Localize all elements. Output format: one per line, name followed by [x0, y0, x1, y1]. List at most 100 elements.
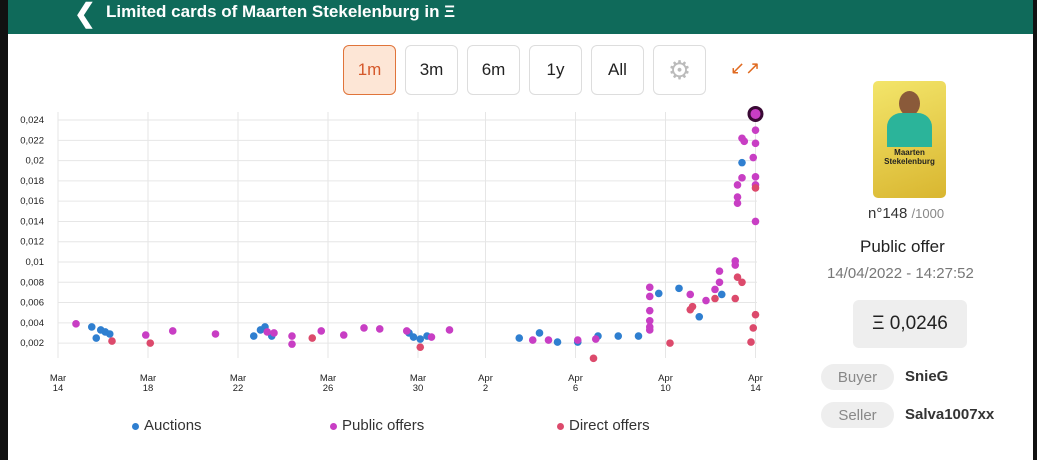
data-point-public[interactable] — [591, 335, 600, 343]
legend-direct-offers[interactable]: Direct offers — [557, 417, 650, 434]
data-point-public[interactable] — [738, 174, 746, 182]
data-point-public[interactable] — [645, 326, 654, 334]
data-point-public[interactable] — [263, 328, 272, 336]
back-chevron-icon[interactable]: ❮ — [74, 0, 96, 28]
legend-label: Direct offers — [569, 417, 650, 434]
data-point-direct[interactable] — [738, 278, 746, 287]
data-point-public[interactable] — [544, 336, 553, 344]
data-point-public[interactable] — [168, 327, 177, 335]
data-point-auctions[interactable] — [717, 290, 726, 299]
data-point-direct[interactable] — [751, 184, 760, 192]
data-point-public[interactable] — [141, 331, 150, 339]
seller-name[interactable]: Salva1007xx — [905, 406, 995, 423]
x-tick-day: 2 — [483, 383, 488, 394]
data-point-public[interactable] — [645, 317, 654, 325]
data-point-public[interactable] — [702, 296, 710, 305]
data-point-auctions[interactable] — [654, 289, 663, 298]
data-point-auctions[interactable] — [87, 323, 96, 331]
selected-data-point[interactable] — [750, 108, 761, 119]
legend-auctions[interactable]: Auctions — [132, 417, 202, 434]
data-point-auctions[interactable] — [738, 158, 746, 167]
data-point-auctions[interactable] — [553, 338, 562, 346]
data-point-public[interactable] — [288, 340, 296, 348]
data-point-direct[interactable] — [751, 310, 760, 319]
player-card-image[interactable]: Maarten Stekelenburg — [873, 81, 946, 198]
serial-supply: /1000 — [911, 206, 945, 221]
seller-label: Seller — [821, 402, 894, 428]
data-point-direct[interactable] — [666, 339, 674, 347]
data-point-public[interactable] — [686, 290, 695, 299]
range-6m-button[interactable]: 6m — [467, 45, 520, 95]
data-point-public[interactable] — [288, 332, 296, 340]
data-point-public[interactable] — [72, 320, 80, 328]
data-point-direct[interactable] — [108, 337, 116, 345]
data-point-public[interactable] — [211, 330, 220, 338]
data-point-public[interactable] — [645, 292, 654, 301]
legend-public-offers[interactable]: Public offers — [330, 417, 424, 434]
range-all-button[interactable]: All — [591, 45, 644, 95]
range-3m-button[interactable]: 3m — [405, 45, 458, 95]
data-point-auctions[interactable] — [695, 312, 704, 321]
x-tick-month: Apr — [568, 373, 583, 384]
collapse-arrows-icon[interactable]: ↙↗ — [730, 58, 761, 78]
x-tick-day: 14 — [750, 383, 761, 394]
data-point-public[interactable] — [715, 278, 724, 287]
data-point-direct[interactable] — [747, 338, 755, 346]
data-point-auctions[interactable] — [105, 330, 114, 338]
data-point-public[interactable] — [645, 306, 654, 315]
data-point-auctions[interactable] — [416, 335, 425, 343]
data-point-public[interactable] — [528, 336, 537, 344]
data-point-direct[interactable] — [731, 294, 740, 303]
data-point-public[interactable] — [402, 327, 411, 335]
range-selector: 1m 3m 6m 1y All ⚙ — [343, 45, 706, 95]
buyer-name[interactable]: SnieG — [905, 368, 949, 385]
y-tick-label: 0,014 — [20, 216, 44, 227]
data-point-public[interactable] — [751, 173, 760, 181]
data-point-public[interactable] — [749, 153, 758, 162]
x-tick-day: 26 — [323, 383, 334, 394]
data-point-auctions[interactable] — [92, 334, 101, 342]
x-tick-day: 30 — [413, 383, 424, 394]
data-point-public[interactable] — [317, 327, 326, 335]
data-point-public[interactable] — [339, 331, 348, 339]
player-head — [899, 91, 920, 116]
data-point-auctions[interactable] — [614, 332, 623, 340]
data-point-direct[interactable] — [146, 339, 155, 347]
data-point-public[interactable] — [715, 267, 724, 275]
data-point-direct[interactable] — [308, 334, 317, 342]
data-point-auctions[interactable] — [515, 334, 524, 342]
data-point-auctions[interactable] — [535, 329, 544, 337]
x-tick-day: 6 — [573, 383, 578, 394]
data-point-public[interactable] — [711, 285, 719, 294]
data-point-public[interactable] — [751, 139, 760, 148]
data-point-auctions[interactable] — [675, 284, 683, 293]
settings-gear-icon[interactable]: ⚙ — [653, 45, 706, 95]
data-point-public[interactable] — [645, 283, 654, 292]
data-point-public[interactable] — [751, 217, 760, 226]
range-1m-button[interactable]: 1m — [343, 45, 396, 95]
data-point-public[interactable] — [573, 336, 582, 344]
data-point-public[interactable] — [740, 137, 749, 146]
data-point-public[interactable] — [360, 324, 368, 332]
data-point-direct[interactable] — [589, 354, 598, 363]
data-point-public[interactable] — [751, 126, 760, 134]
range-1y-button[interactable]: 1y — [529, 45, 582, 95]
data-point-public[interactable] — [427, 333, 436, 341]
data-point-auctions[interactable] — [409, 333, 418, 341]
data-point-direct[interactable] — [711, 294, 719, 303]
data-point-auctions[interactable] — [634, 332, 643, 340]
data-point-public[interactable] — [731, 261, 740, 269]
data-point-public[interactable] — [445, 326, 454, 334]
data-point-public[interactable] — [733, 199, 742, 207]
auctions-dot-icon — [132, 422, 139, 430]
data-point-direct[interactable] — [416, 343, 425, 351]
data-point-public[interactable] — [733, 181, 742, 189]
data-point-direct[interactable] — [749, 324, 758, 332]
data-point-auctions[interactable] — [249, 332, 258, 340]
data-point-public[interactable] — [733, 193, 742, 201]
data-point-public[interactable] — [270, 329, 278, 337]
data-point-direct[interactable] — [686, 305, 695, 314]
data-point-public[interactable] — [375, 325, 384, 333]
x-tick-month: Apr — [478, 373, 493, 384]
data-point-direct[interactable] — [733, 273, 742, 282]
